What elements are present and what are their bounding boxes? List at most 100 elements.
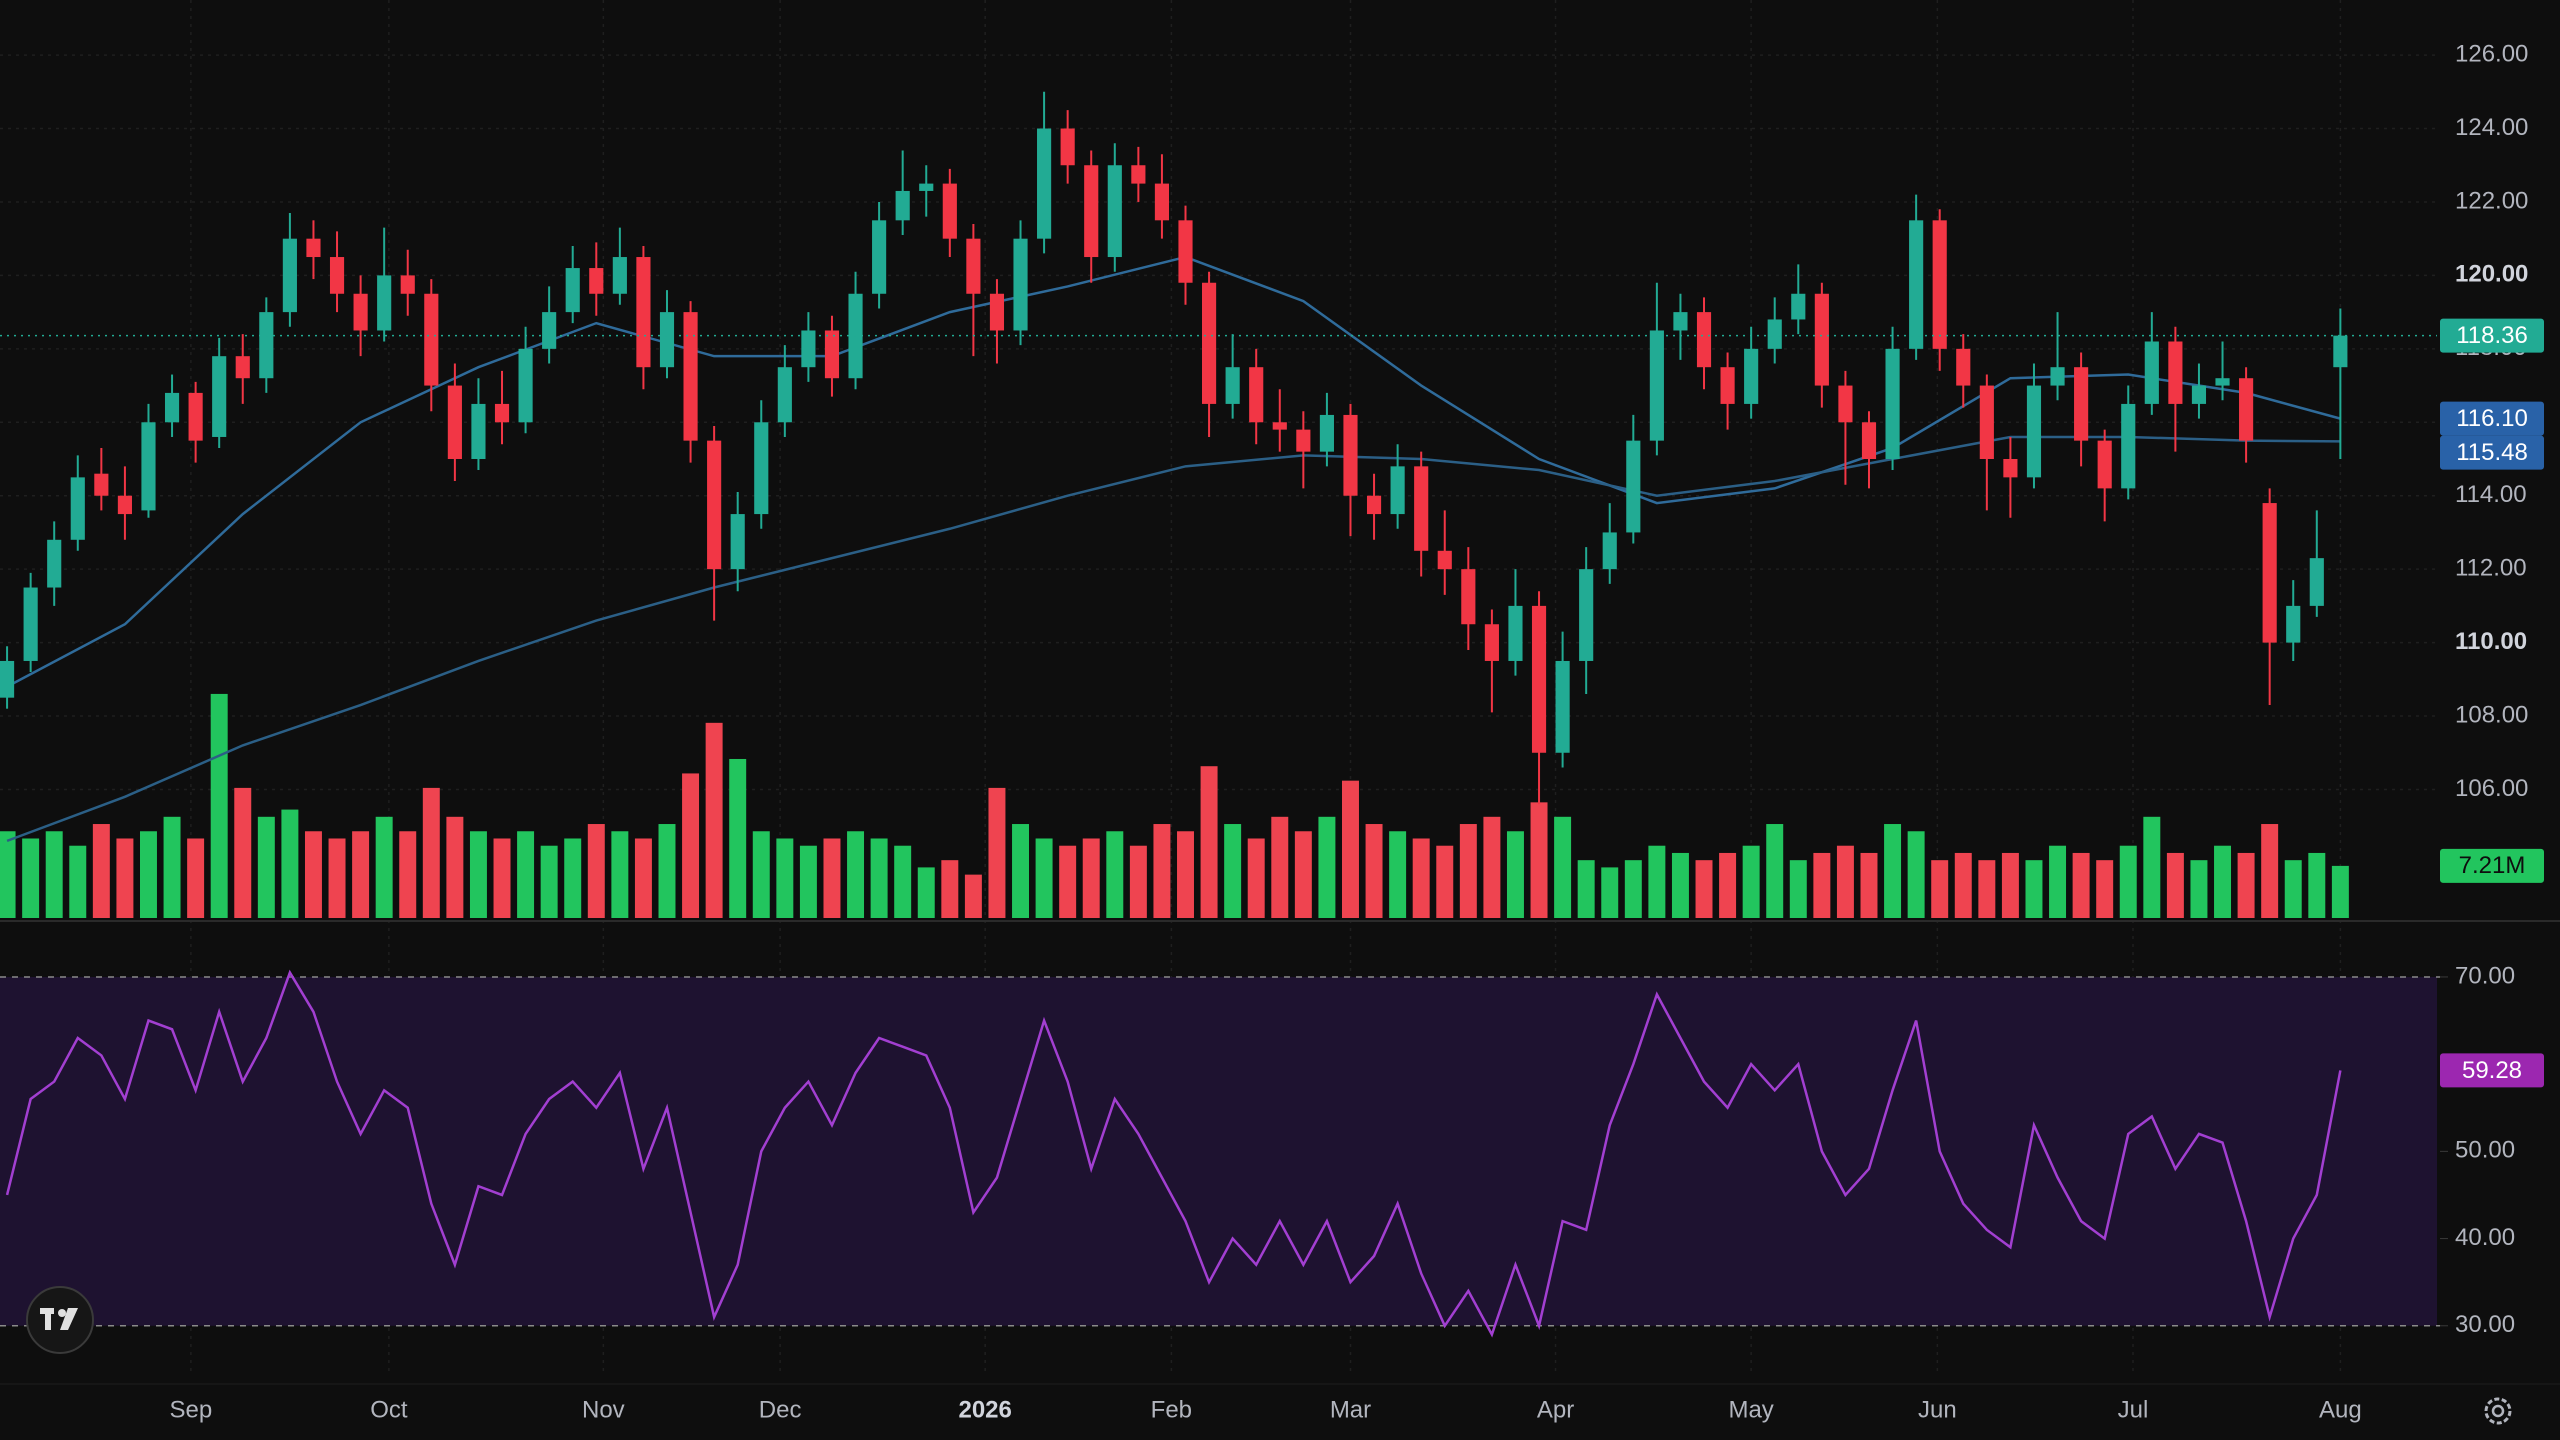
volume-bar xyxy=(1129,845,1147,918)
candle-body xyxy=(1791,293,1806,320)
volume-bar xyxy=(2166,852,2184,918)
candle-body xyxy=(1885,348,1900,459)
candle-body xyxy=(730,514,745,570)
volume-bar xyxy=(823,838,841,918)
candle-body xyxy=(2215,378,2230,386)
candle-body xyxy=(659,312,675,368)
candle-body xyxy=(235,356,250,379)
volume-bar xyxy=(2308,852,2326,918)
candle-body xyxy=(895,190,910,221)
candle-body xyxy=(919,183,934,191)
volume-bar xyxy=(2119,845,2137,918)
candle-body xyxy=(1508,605,1523,661)
candle-body xyxy=(1909,220,1924,349)
candle-body xyxy=(2050,367,2065,386)
volume-bar xyxy=(2096,860,2114,918)
volume-bar xyxy=(187,838,205,918)
logo[interactable] xyxy=(26,1286,94,1354)
candle-body xyxy=(1696,312,1712,368)
volume-bar xyxy=(2284,860,2302,918)
candle-body xyxy=(471,403,486,459)
volume-bar xyxy=(1341,780,1359,918)
candle-body xyxy=(636,257,651,368)
volume-bar xyxy=(1789,860,1807,918)
moving-average-label: 115.48 xyxy=(2456,439,2528,466)
volume-bar xyxy=(705,722,723,918)
candle-body xyxy=(1814,293,1829,386)
volume-bar xyxy=(847,831,865,918)
volume-bar xyxy=(752,831,770,918)
volume-bar xyxy=(139,831,157,918)
candle-body xyxy=(1390,466,1405,515)
volume-bar xyxy=(634,838,652,918)
volume-bar xyxy=(1884,824,1902,918)
y-tick-label: 106.00 xyxy=(2455,775,2528,802)
y-tick-label: 120.00 xyxy=(2455,261,2528,288)
gear-outline xyxy=(2484,1397,2512,1425)
x-tick-label: Sep xyxy=(170,1396,213,1423)
volume-bar xyxy=(446,816,464,918)
volume-bar xyxy=(894,845,912,918)
candle-body xyxy=(1744,348,1759,404)
candle-body xyxy=(1579,569,1594,661)
volume-bar xyxy=(304,831,322,918)
candle-body xyxy=(707,440,722,570)
volume-bar xyxy=(1389,831,1407,918)
volume-bar xyxy=(776,838,794,918)
x-tick-label: Oct xyxy=(370,1396,408,1423)
volume-bar xyxy=(2261,824,2279,918)
volume-bar xyxy=(281,809,299,918)
candle-body xyxy=(801,330,816,368)
volume-bar xyxy=(611,831,629,918)
data-layer xyxy=(0,91,2437,1338)
rsi-tick-label: 50.00 xyxy=(2455,1137,2515,1164)
rsi-tick-label: 40.00 xyxy=(2455,1224,2515,1251)
candle-body xyxy=(1767,319,1782,349)
candle-body xyxy=(2239,378,2254,441)
volume-bar xyxy=(1577,860,1595,918)
volume-bar xyxy=(45,831,63,918)
settings-button[interactable] xyxy=(2484,1397,2512,1425)
candle-body xyxy=(47,539,62,588)
logo-shape xyxy=(45,1308,51,1330)
y-tick-label: 126.00 xyxy=(2455,40,2528,67)
label-layer: Sep Oct Nov Dec 2026 Feb Mar Apr May Jun Jul Aug 106… xyxy=(170,40,2544,1423)
candle-body xyxy=(1060,128,1075,166)
candle-body xyxy=(1154,183,1170,221)
last-price-label-box xyxy=(2440,318,2544,353)
candle-body xyxy=(872,220,887,294)
y-tick-label: 108.00 xyxy=(2455,701,2528,728)
volume-bar xyxy=(799,845,817,918)
candle-body xyxy=(188,392,203,441)
candle-body xyxy=(259,312,274,379)
y-tick-label: 112.00 xyxy=(2455,555,2527,582)
volume-bar xyxy=(941,860,959,918)
x-tick-label: Apr xyxy=(1537,1396,1574,1423)
volume-bar xyxy=(1836,845,1854,918)
volume-bar xyxy=(964,874,982,918)
candle-body xyxy=(353,293,368,331)
volume-bar xyxy=(1506,831,1524,918)
volume-bar xyxy=(1247,838,1265,918)
candle-body xyxy=(1084,165,1099,258)
volume-bar xyxy=(1695,860,1713,918)
grid-layer xyxy=(0,0,2448,1372)
candle-body xyxy=(2026,385,2042,478)
volume-bar xyxy=(988,787,1006,918)
rsi-line xyxy=(5,969,2342,1338)
candle-body xyxy=(683,312,698,441)
candle-body xyxy=(1107,165,1122,258)
volume-bar xyxy=(517,831,535,918)
candle-body xyxy=(1202,282,1217,404)
volume-bar xyxy=(22,838,40,918)
volume-bar xyxy=(1719,852,1737,918)
volume-bar xyxy=(1931,860,1949,918)
candle-body xyxy=(1720,367,1735,404)
rsi-band xyxy=(0,976,2437,1326)
volume-bar xyxy=(1294,831,1312,918)
candle-body xyxy=(1461,569,1476,625)
x-tick-label: May xyxy=(1728,1396,1773,1423)
x-tick-label: 2026 xyxy=(958,1396,1011,1423)
moving-average-label: 116.10 xyxy=(2456,405,2528,432)
volume-bar xyxy=(234,787,252,918)
